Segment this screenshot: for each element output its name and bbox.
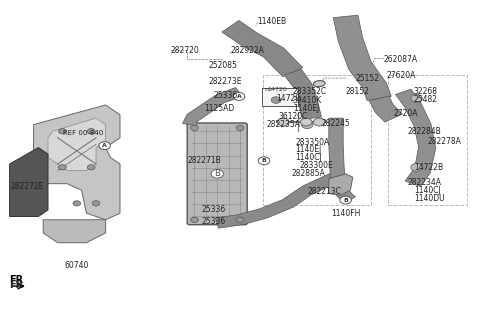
Text: 1140DU: 1140DU	[414, 194, 444, 203]
Circle shape	[87, 129, 95, 134]
Text: FR: FR	[10, 280, 24, 290]
Circle shape	[300, 118, 312, 126]
Circle shape	[411, 163, 422, 171]
Circle shape	[191, 125, 198, 131]
Circle shape	[277, 118, 289, 126]
Text: 282284B: 282284B	[407, 127, 441, 136]
Text: B: B	[262, 158, 266, 163]
Circle shape	[411, 94, 422, 102]
Polygon shape	[369, 96, 402, 122]
Circle shape	[233, 92, 245, 100]
Text: 1140CJ: 1140CJ	[295, 153, 322, 162]
Text: 14720: 14720	[267, 87, 287, 92]
Polygon shape	[216, 173, 340, 228]
Text: 282278A: 282278A	[427, 136, 461, 146]
Polygon shape	[34, 105, 120, 220]
Text: 282922A: 282922A	[230, 46, 264, 55]
Text: 282273E: 282273E	[209, 77, 242, 87]
Text: 282245: 282245	[322, 118, 350, 128]
FancyBboxPatch shape	[262, 88, 298, 106]
Text: 1125AD: 1125AD	[204, 104, 234, 113]
Polygon shape	[329, 118, 346, 187]
Text: 25336: 25336	[202, 205, 226, 215]
Circle shape	[271, 97, 281, 103]
Text: A: A	[102, 143, 107, 148]
Text: 283350A: 283350A	[295, 138, 329, 147]
Text: 28152: 28152	[346, 87, 370, 96]
Text: 32268: 32268	[414, 87, 438, 96]
Text: 25482: 25482	[414, 95, 438, 104]
Circle shape	[301, 121, 313, 129]
Text: 14722B: 14722B	[414, 163, 443, 172]
Text: 283352C: 283352C	[293, 87, 327, 96]
Text: 283300E: 283300E	[300, 161, 334, 170]
Polygon shape	[10, 148, 48, 216]
Text: 282213C: 282213C	[307, 187, 341, 196]
Text: 14720: 14720	[276, 94, 300, 103]
Text: 282720: 282720	[170, 46, 199, 55]
Text: 1140EJ: 1140EJ	[293, 104, 319, 113]
Text: 252085: 252085	[209, 61, 238, 70]
Circle shape	[99, 142, 110, 150]
Text: 282234A: 282234A	[407, 177, 441, 187]
Polygon shape	[333, 15, 391, 100]
Circle shape	[59, 165, 66, 170]
Circle shape	[236, 125, 244, 131]
Polygon shape	[396, 89, 436, 186]
Polygon shape	[284, 69, 322, 119]
Text: 25336: 25336	[214, 91, 238, 100]
Text: 2720A: 2720A	[394, 109, 418, 118]
Polygon shape	[329, 174, 353, 195]
Polygon shape	[222, 20, 303, 77]
Text: B: B	[343, 197, 348, 203]
Text: 1140CJ: 1140CJ	[414, 186, 441, 195]
Polygon shape	[43, 220, 106, 243]
Text: FR: FR	[10, 276, 24, 285]
Text: 1140EB: 1140EB	[257, 17, 286, 26]
Circle shape	[191, 217, 198, 222]
Text: 60740: 60740	[65, 261, 89, 270]
Text: B: B	[214, 169, 220, 178]
Polygon shape	[332, 185, 356, 204]
Text: 282272E: 282272E	[11, 182, 44, 192]
Text: 36120C: 36120C	[278, 112, 308, 121]
Circle shape	[59, 129, 66, 134]
Polygon shape	[182, 88, 242, 126]
Text: A: A	[237, 94, 241, 99]
Circle shape	[340, 196, 351, 204]
Text: 25152: 25152	[355, 74, 379, 83]
Text: 25336: 25336	[202, 217, 226, 226]
Text: 39410K: 39410K	[293, 95, 322, 105]
Circle shape	[313, 118, 325, 126]
Text: 1140EJ: 1140EJ	[295, 145, 322, 154]
Circle shape	[236, 217, 244, 222]
Text: REF 00-840: REF 00-840	[63, 130, 104, 136]
Circle shape	[73, 201, 81, 206]
Polygon shape	[48, 118, 106, 171]
Circle shape	[211, 170, 224, 178]
Text: 282271B: 282271B	[187, 156, 221, 165]
Circle shape	[87, 165, 95, 170]
FancyBboxPatch shape	[187, 123, 247, 225]
Ellipse shape	[313, 81, 325, 87]
Text: n: n	[264, 87, 268, 92]
Text: 1140FH: 1140FH	[331, 209, 360, 218]
Text: 282885A: 282885A	[292, 169, 326, 178]
Text: 27620A: 27620A	[386, 71, 416, 80]
Circle shape	[92, 201, 100, 206]
Text: 282235A: 282235A	[266, 120, 300, 129]
Text: 262087A: 262087A	[384, 54, 418, 64]
Circle shape	[258, 157, 270, 165]
